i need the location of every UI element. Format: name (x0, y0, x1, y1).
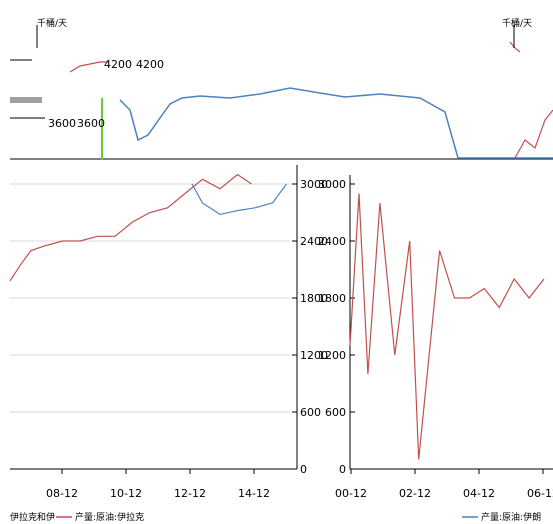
left-x-tick-label-0: 08-12 (46, 487, 78, 500)
legend-label-iran: 产量:原油:伊朗 (481, 511, 541, 523)
left-panel: 0 600 1200 1800 2400 3000 08-12 10-12 12-12 14-12… (9, 17, 328, 500)
left-axis: 0 600 1200 1800 2400 3000 08-12 10-12 12-12 14-12 (10, 165, 328, 500)
inset-tick-label-4200b: 4200 (136, 58, 164, 71)
left-series-line-1 (191, 183, 287, 216)
right-y-tick-label-1: 600 (325, 406, 346, 419)
inset-blue-line (119, 87, 553, 159)
left-y-tick-label-0: 0 (300, 463, 307, 476)
left-y-tick-label-3: 1800 (300, 292, 328, 305)
left-x-tick-label-1: 10-12 (110, 487, 142, 500)
source-label: 伊拉克和伊 (10, 511, 55, 523)
right-series (349, 193, 545, 460)
right-y-tick-label-2: 1200 (318, 349, 346, 362)
left-unit-label: 千桶/天 (37, 17, 67, 29)
left-y-tick-label-1: 600 (300, 406, 321, 419)
right-unit-label: 千桶/天 (502, 17, 532, 29)
right-panel: 0 600 1200 1800 2400 3000 00-12 02-12 04-12 06-12… (318, 17, 553, 500)
right-axis: 0 600 1200 1800 2400 3000 00-12 02-12 04-12 06-12 (318, 175, 553, 500)
inset-overlay: 4200 4200 3600 3600 (10, 25, 553, 160)
inset-red-line-low (514, 109, 553, 159)
inset-red-line (69, 61, 108, 73)
left-y-tick-label-2: 1200 (300, 349, 328, 362)
right-y-tick-label-4: 2400 (318, 235, 346, 248)
inset-tick-label-3600b: 3600 (77, 117, 105, 130)
inset-red-line-right (509, 41, 521, 53)
left-y-tick-label-5: 3000 (300, 178, 328, 191)
inset-series (10, 25, 553, 160)
inset-tick-label-3600a: 3600 (48, 117, 76, 130)
left-x-tick-label-2: 12-12 (174, 487, 206, 500)
left-grid (10, 183, 290, 413)
right-y-tick-label-5: 3000 (318, 178, 346, 191)
legend-label-iraq: 产量:原油:伊拉克 (75, 511, 144, 523)
right-x-tick-label-2: 04-12 (463, 487, 495, 500)
right-x-tick-label-3: 06-12 (527, 487, 553, 500)
right-x-tick-label-0: 00-12 (335, 487, 367, 500)
left-x-tick-label-3: 14-12 (238, 487, 270, 500)
left-series (9, 173, 287, 282)
legend: 伊拉克和伊 产量:原油:伊拉克 产量:原油:伊朗 (10, 511, 541, 523)
right-y-tick-label-3: 1800 (318, 292, 346, 305)
inset-tick-label-4200a: 4200 (104, 58, 132, 71)
right-y-tick-label-0: 0 (339, 463, 346, 476)
right-series-line-0 (349, 193, 545, 460)
left-y-tick-label-4: 2400 (300, 235, 328, 248)
right-x-tick-label-1: 02-12 (399, 487, 431, 500)
inset-gray-bar (10, 97, 42, 103)
left-series-line-0 (9, 173, 252, 282)
